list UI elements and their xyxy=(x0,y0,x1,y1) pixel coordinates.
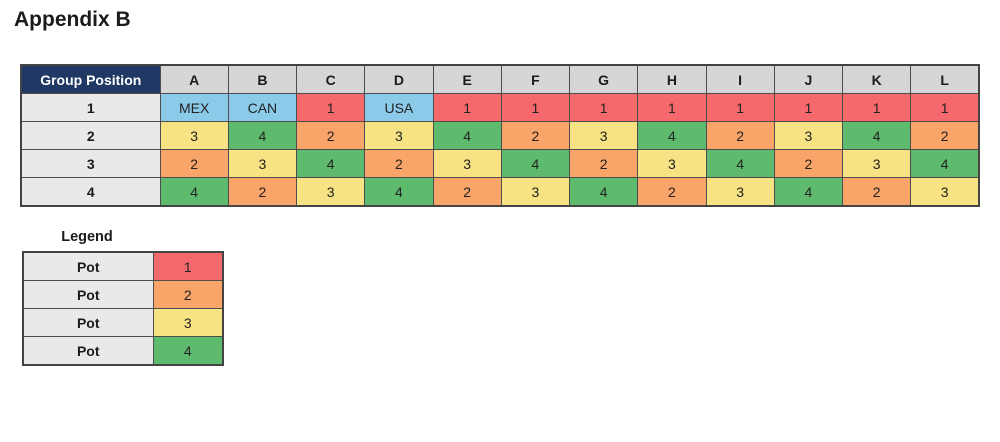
cell-group-d-pos-2: 3 xyxy=(364,121,434,150)
cell-group-e-pos-3: 3 xyxy=(432,149,502,178)
table-header-row: Group Position A B C D E F G H I J K L xyxy=(20,64,980,94)
cell-group-g-pos-4: 4 xyxy=(568,177,639,207)
cell-group-g-pos-2: 3 xyxy=(568,121,639,150)
group-header-k: K xyxy=(841,64,912,94)
position-row-1: 1 MEX CAN 1 USA 1 1 1 1 1 1 1 1 xyxy=(20,93,980,122)
row-label-position-3: 3 xyxy=(20,149,161,178)
group-header-i: I xyxy=(705,64,775,94)
cell-group-a-pos-3: 2 xyxy=(159,149,229,178)
cell-group-i-pos-1: 1 xyxy=(705,93,775,122)
cell-group-e-pos-2: 4 xyxy=(432,121,502,150)
cell-group-k-pos-1: 1 xyxy=(841,93,912,122)
group-header-c: C xyxy=(295,64,366,94)
cell-group-c-pos-2: 2 xyxy=(295,121,366,150)
legend-color-pot-1: 1 xyxy=(152,251,224,281)
cell-group-l-pos-2: 2 xyxy=(910,121,980,150)
group-position-table: Group Position A B C D E F G H I J K L 1 MEX CAN 1 USA 1 1… xyxy=(20,64,980,207)
cell-group-c-pos-3: 4 xyxy=(295,149,366,178)
cell-group-f-pos-1: 1 xyxy=(500,93,571,122)
group-header-e: E xyxy=(432,64,502,94)
legend-label-pot-3: Pot xyxy=(22,308,154,337)
cell-group-b-pos-4: 2 xyxy=(227,177,298,207)
cell-group-h-pos-4: 2 xyxy=(637,177,707,207)
cell-group-j-pos-1: 1 xyxy=(773,93,844,122)
cell-group-l-pos-4: 3 xyxy=(910,177,980,207)
cell-group-f-pos-3: 4 xyxy=(500,149,571,178)
cell-group-e-pos-4: 2 xyxy=(432,177,502,207)
cell-group-c-pos-1: 1 xyxy=(295,93,366,122)
cell-group-i-pos-2: 2 xyxy=(705,121,775,150)
cell-group-k-pos-4: 2 xyxy=(841,177,912,207)
legend-row-pot-4: Pot 4 xyxy=(22,336,224,366)
cell-group-j-pos-2: 3 xyxy=(773,121,844,150)
legend-color-pot-3: 3 xyxy=(152,308,224,337)
group-header-f: F xyxy=(500,64,571,94)
legend-label-pot-2: Pot xyxy=(22,280,154,309)
cell-group-f-pos-4: 3 xyxy=(500,177,571,207)
cell-group-b-pos-1: CAN xyxy=(227,93,298,122)
page-title: Appendix B xyxy=(14,8,131,31)
legend-table: Pot 1 Pot 2 Pot 3 Pot 4 xyxy=(22,251,224,366)
legend-color-pot-4: 4 xyxy=(152,336,224,366)
cell-group-a-pos-1: MEX xyxy=(159,93,229,122)
legend-row-pot-2: Pot 2 xyxy=(22,280,224,309)
cell-group-i-pos-4: 3 xyxy=(705,177,775,207)
cell-group-d-pos-1: USA xyxy=(364,93,434,122)
cell-group-k-pos-3: 3 xyxy=(841,149,912,178)
cell-group-k-pos-2: 4 xyxy=(841,121,912,150)
legend-row-pot-1: Pot 1 xyxy=(22,251,224,281)
cell-group-a-pos-4: 4 xyxy=(159,177,229,207)
corner-header-group-position: Group Position xyxy=(20,64,161,94)
legend-label-pot-4: Pot xyxy=(22,336,154,366)
cell-group-g-pos-3: 2 xyxy=(568,149,639,178)
cell-group-e-pos-1: 1 xyxy=(432,93,502,122)
cell-group-l-pos-3: 4 xyxy=(910,149,980,178)
cell-group-l-pos-1: 1 xyxy=(910,93,980,122)
legend-label-pot-1: Pot xyxy=(22,251,154,281)
cell-group-d-pos-4: 4 xyxy=(364,177,434,207)
group-header-d: D xyxy=(364,64,434,94)
cell-group-g-pos-1: 1 xyxy=(568,93,639,122)
group-header-l: L xyxy=(910,64,980,94)
legend-row-pot-3: Pot 3 xyxy=(22,308,224,337)
legend-color-pot-2: 2 xyxy=(152,280,224,309)
cell-group-h-pos-2: 4 xyxy=(637,121,707,150)
cell-group-d-pos-3: 2 xyxy=(364,149,434,178)
legend-title: Legend xyxy=(61,229,113,245)
cell-group-h-pos-3: 3 xyxy=(637,149,707,178)
row-label-position-2: 2 xyxy=(20,121,161,150)
cell-group-i-pos-3: 4 xyxy=(705,149,775,178)
cell-group-f-pos-2: 2 xyxy=(500,121,571,150)
group-header-b: B xyxy=(227,64,298,94)
group-header-j: J xyxy=(773,64,844,94)
cell-group-j-pos-4: 4 xyxy=(773,177,844,207)
row-label-position-1: 1 xyxy=(20,93,161,122)
group-header-g: G xyxy=(568,64,639,94)
cell-group-h-pos-1: 1 xyxy=(637,93,707,122)
cell-group-b-pos-2: 4 xyxy=(227,121,298,150)
cell-group-b-pos-3: 3 xyxy=(227,149,298,178)
cell-group-a-pos-2: 3 xyxy=(159,121,229,150)
cell-group-j-pos-3: 2 xyxy=(773,149,844,178)
row-label-position-4: 4 xyxy=(20,177,161,207)
group-header-h: H xyxy=(637,64,707,94)
group-header-a: A xyxy=(159,64,229,94)
cell-group-c-pos-4: 3 xyxy=(295,177,366,207)
